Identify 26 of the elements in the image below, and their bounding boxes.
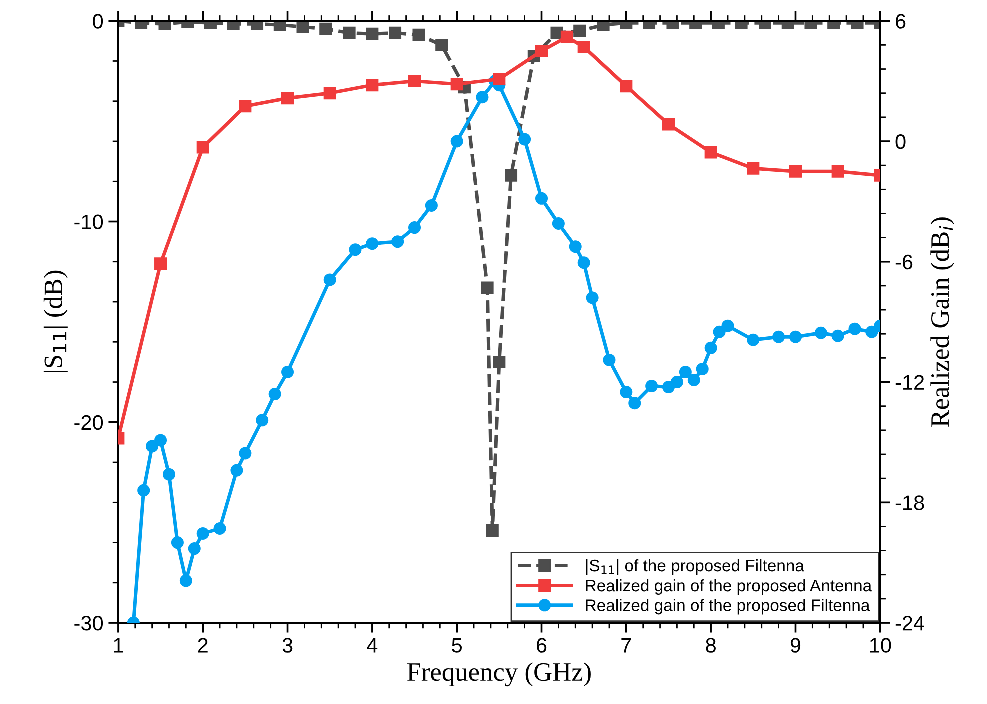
x-tick-label: 10 [870, 638, 892, 653]
legend-label: Realized gain of the proposed Antenna [586, 579, 872, 596]
y2-tick-label: 0 [896, 134, 906, 150]
y2-tick-label: -24 [896, 616, 924, 631]
x-tick-label: 6 [537, 638, 547, 653]
x-tick-label: 5 [452, 638, 462, 653]
y-tick-label: -30 [74, 616, 104, 631]
y2-tick-label: -18 [896, 496, 924, 510]
y2-tick-label: -6 [896, 254, 913, 270]
x-axis-title: Frequency (GHz) [407, 662, 591, 687]
x-tick-label: 1 [114, 638, 124, 653]
x-tick-label: 9 [790, 638, 801, 653]
y-tick-label: -20 [74, 415, 104, 430]
y2-tick-label: -12 [896, 375, 924, 390]
x-tick-label: 8 [706, 638, 716, 653]
y-tick-label: -10 [74, 214, 104, 230]
x-tick-label: 2 [198, 638, 208, 653]
legend-label: Realized gain of the proposed Filtenna [586, 599, 870, 615]
y2-tick-label: 6 [896, 14, 906, 29]
x-tick-label: 4 [367, 638, 378, 653]
legend-label: |S$_{11}$| of the proposed Filtenna [586, 559, 804, 576]
x-tick-label: 3 [282, 638, 293, 653]
y-tick-label: 0 [93, 14, 104, 29]
x-tick-label: 7 [622, 638, 632, 653]
y-axis-title: |S$_{11}$| (dB) [44, 270, 68, 372]
y2-axis-title: Realized Gain (dB$_{i}$) [930, 218, 955, 428]
